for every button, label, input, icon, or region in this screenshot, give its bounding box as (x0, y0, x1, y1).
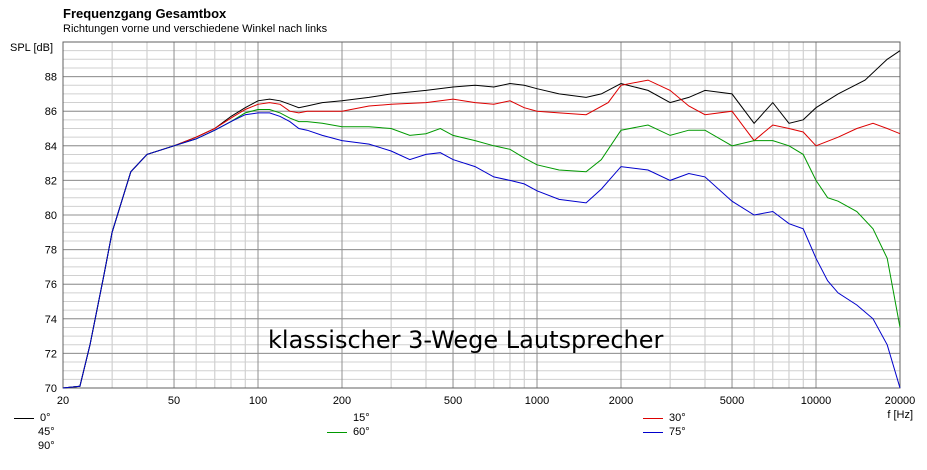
legend-label-15deg: 15° (353, 412, 370, 424)
y-tick-label: 74 (45, 314, 57, 326)
y-tick-label: 84 (45, 141, 57, 153)
plot-frame (62, 41, 901, 389)
y-tick-label: 76 (45, 279, 57, 291)
x-tick-label: 100 (249, 395, 267, 407)
series-line-1 (62, 79, 901, 389)
x-tick-label: 5000 (720, 395, 744, 407)
x-tick-label: 500 (444, 395, 462, 407)
x-tick-label: 200 (333, 395, 351, 407)
x-tick-label: 1000 (525, 395, 549, 407)
legend-item-30deg: 30° (643, 412, 686, 424)
chart-subtitle: Richtungen vorne und verschiedene Winkel… (63, 23, 328, 35)
x-tick-label: 50 (168, 395, 180, 407)
x-tick-label: 20 (57, 395, 69, 407)
y-axis-label: SPL [dB] (10, 42, 53, 54)
legend-label-90deg: 90° (38, 440, 55, 452)
legend-swatch-30deg (643, 417, 663, 419)
x-axis-label: f [Hz] (887, 409, 913, 421)
legend-swatch-0deg (14, 417, 34, 419)
series-line-3 (62, 112, 901, 389)
legend-item-60deg: 60° (327, 426, 370, 438)
legend-item-75deg: 75° (643, 426, 686, 438)
legend-swatch-60deg (327, 431, 347, 433)
y-tick-label: 88 (45, 72, 57, 84)
legend-label-45deg: 45° (38, 426, 55, 438)
legend-label-75deg: 75° (669, 426, 686, 438)
chart-annotation: klassischer 3-Wege Lautsprecher (268, 326, 664, 354)
y-tick-label: 70 (45, 383, 57, 395)
x-tick-label: 20000 (885, 395, 916, 407)
x-tick-label: 10000 (801, 395, 832, 407)
legend-label-60deg: 60° (353, 426, 370, 438)
legend-label-0deg: 0° (40, 412, 51, 424)
x-tick-label: 2000 (609, 395, 633, 407)
y-tick-label: 82 (45, 175, 57, 187)
y-tick-label: 86 (45, 106, 57, 118)
legend-item-90deg: 90° (38, 440, 55, 452)
legend-label-30deg: 30° (669, 412, 686, 424)
legend-swatch-75deg (643, 431, 663, 433)
y-tick-label: 72 (45, 348, 57, 360)
y-tick-label: 78 (45, 245, 57, 257)
y-tick-label: 80 (45, 210, 57, 222)
legend-item-45deg: 45° (38, 426, 55, 438)
legend-item-0deg: 0° (14, 412, 51, 424)
legend-item-15deg: 15° (353, 412, 370, 424)
chart-title: Frequenzgang Gesamtbox (63, 6, 227, 21)
